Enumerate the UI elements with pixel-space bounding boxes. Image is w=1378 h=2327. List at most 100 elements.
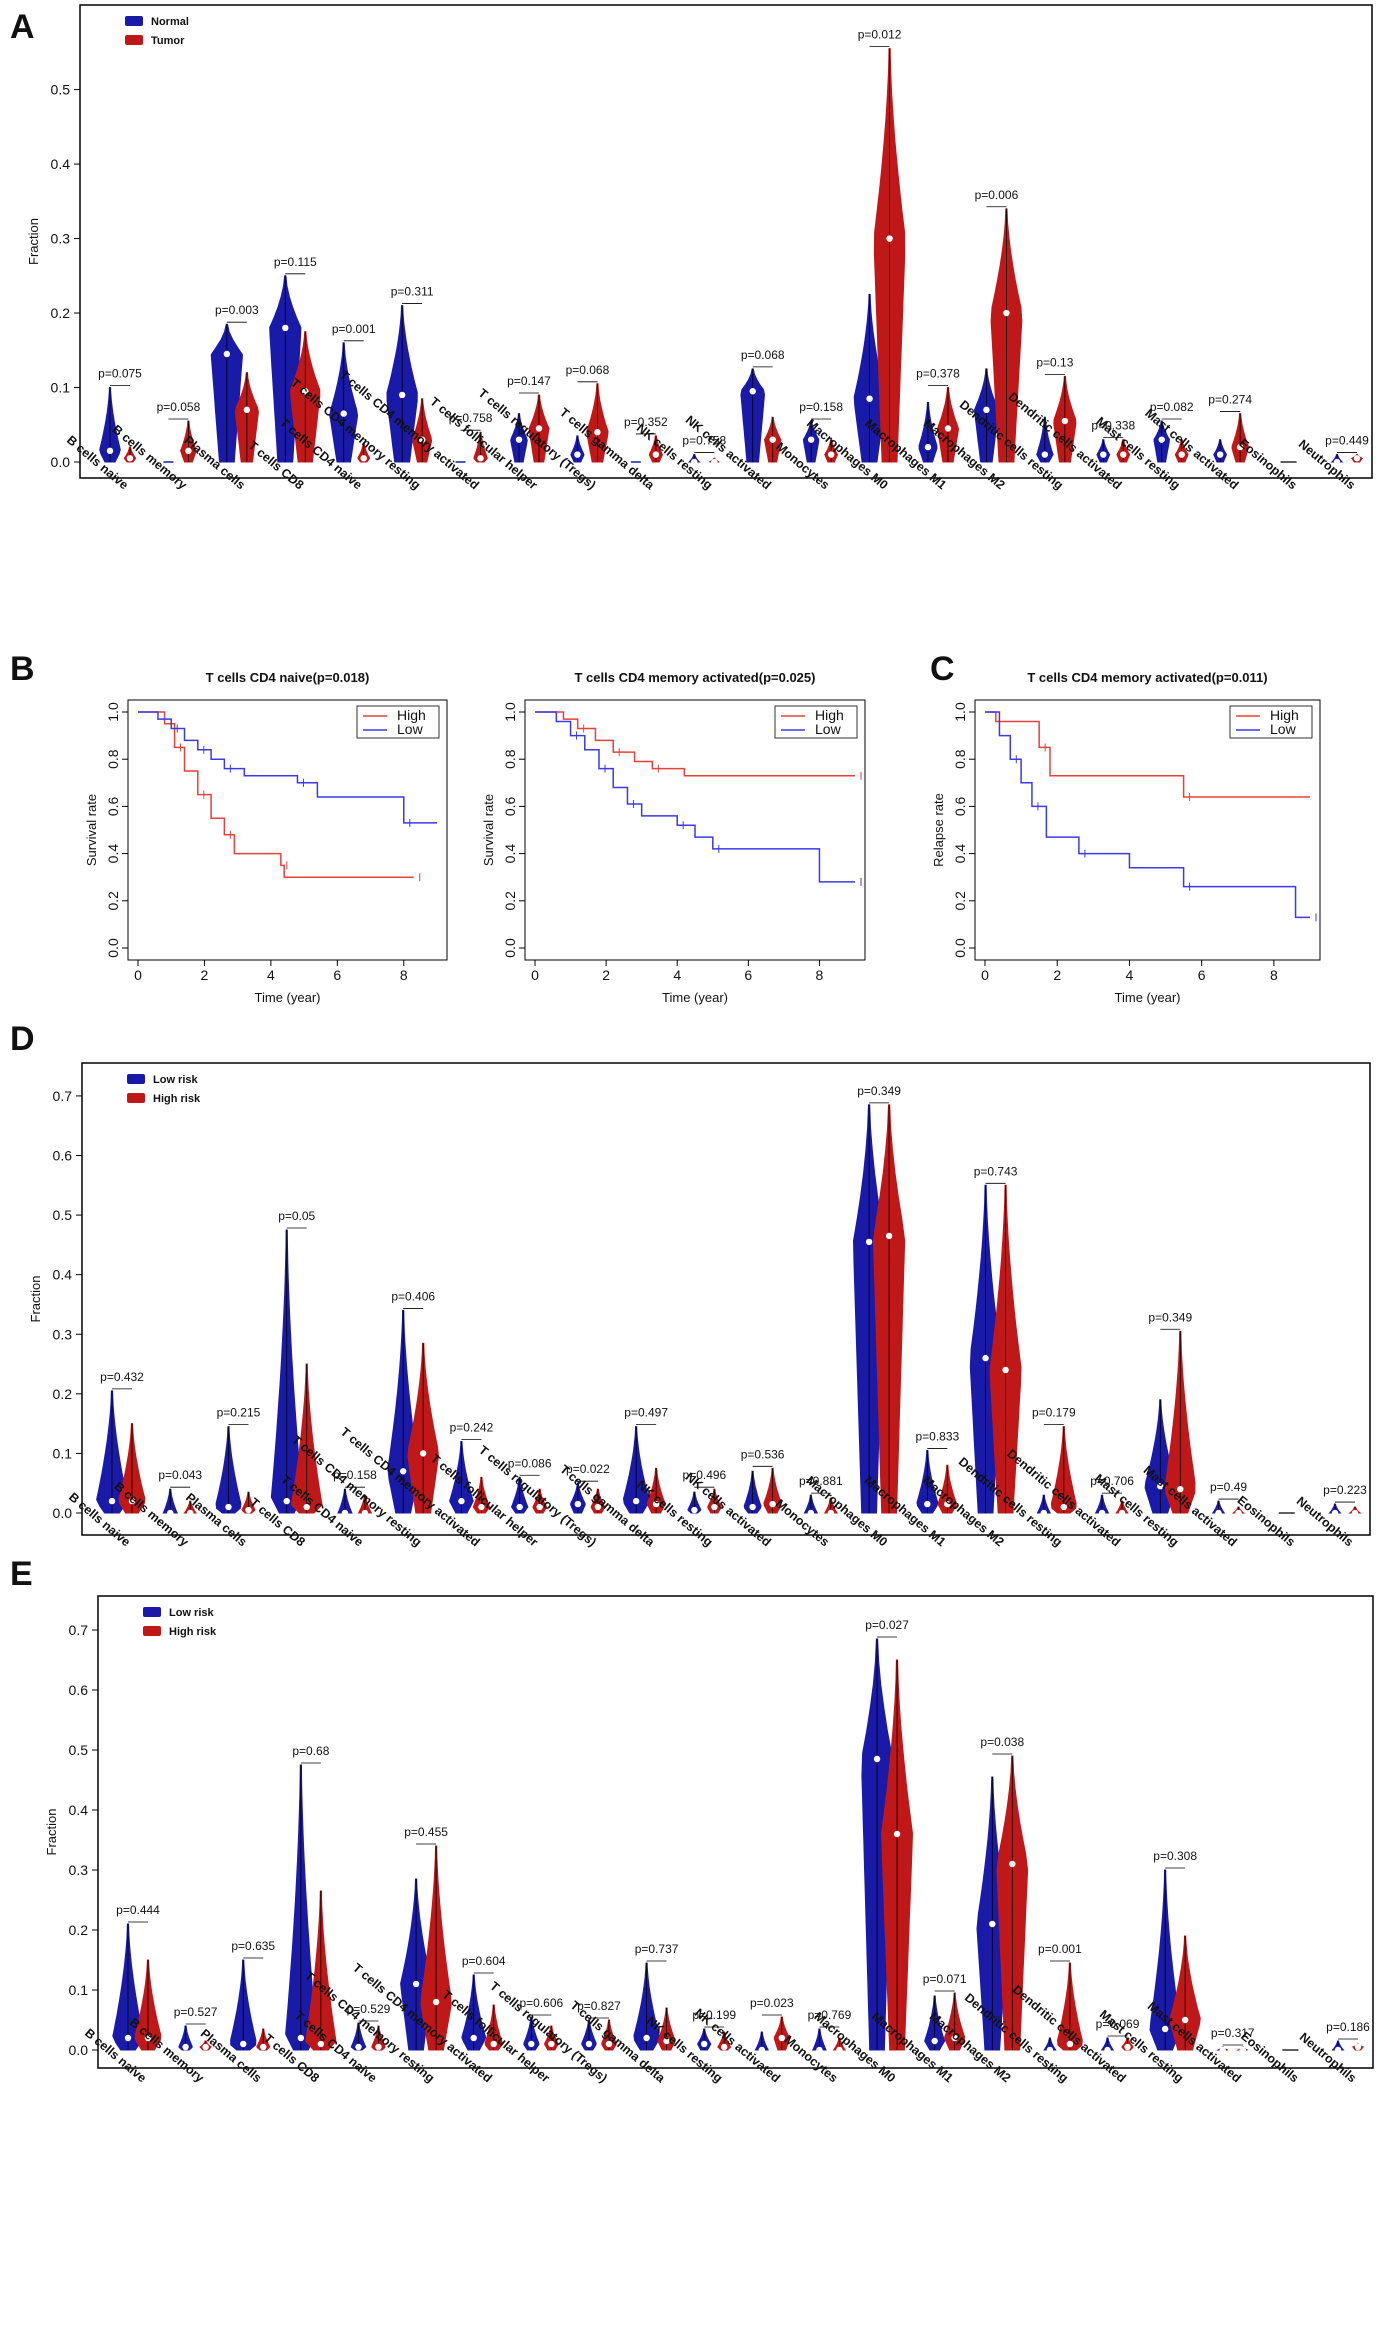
y-tick-label: 0.5: [69, 1742, 89, 1758]
km-panel-B1: T cells CD4 naive(p=0.018) 0.0 0.2 0.4 0.6 0.…: [84, 670, 448, 1005]
pvalue-label: p=0.352: [624, 415, 668, 429]
pvalue-label: p=0.635: [231, 1939, 275, 1953]
y-tick-label: 0.0: [952, 938, 968, 958]
violin-median-1: [124, 2034, 132, 2042]
violin-median-2: [361, 1509, 369, 1517]
violin-median-2: [1009, 1860, 1016, 1868]
y-tick-label: 0.0: [51, 454, 71, 470]
violin-median-1: [1040, 1509, 1048, 1517]
y-tick-label: 0.8: [952, 749, 968, 769]
km-curve-low: [138, 711, 437, 824]
y-axis-label: Relapse rate: [931, 793, 946, 867]
violin-median-2: [769, 1500, 776, 1508]
pvalue-label: p=0.706: [1090, 1474, 1134, 1488]
violin-median-1: [924, 1500, 931, 1508]
legend-label-1: Low risk: [153, 1074, 199, 1086]
violin-median-2: [1354, 2043, 1362, 2051]
violin-median-1: [983, 406, 990, 414]
violin-median-1: [982, 1354, 989, 1362]
violin-median-2: [126, 455, 134, 462]
plot-frame: [524, 699, 866, 961]
y-tick-label: 1.0: [502, 702, 518, 722]
violin-median-2: [1351, 1509, 1359, 1517]
pvalue-label: p=0.432: [100, 1370, 144, 1384]
violin-median-1: [182, 2043, 189, 2051]
violin-median-1: [873, 1755, 881, 1763]
legend-label-1: Normal: [151, 16, 189, 28]
violin-median-1: [515, 436, 523, 443]
pvalue-label: p=0.027: [865, 1618, 909, 1632]
pvalue-label: p=0.833: [915, 1429, 959, 1443]
legend-box: [356, 705, 440, 739]
y-tick-label: 0.0: [69, 2042, 89, 2058]
pvalue-label: p=0.529: [347, 2002, 391, 2016]
legend-label-low: Low: [397, 721, 424, 737]
pvalue-label: p=0.158: [333, 1468, 377, 1482]
violin-median-2: [128, 1497, 136, 1505]
violin-median-2: [594, 1503, 602, 1511]
x-tick-label: 0: [134, 967, 142, 983]
category-label: Eosinophils: [1235, 1493, 1298, 1549]
pvalue-label: p=0.199: [692, 2008, 736, 2022]
violin-median-2: [1061, 417, 1069, 425]
violin-median-1: [691, 458, 698, 466]
pvalue-label: p=0.05: [278, 1209, 315, 1223]
violin-median-1: [807, 1509, 815, 1517]
violin-median-1: [1158, 436, 1165, 443]
pvalue-label: p=0.497: [624, 1406, 668, 1420]
y-tick-label: 0.2: [69, 1922, 89, 1938]
legend-label-low: Low: [1270, 721, 1297, 737]
pvalue-label: p=0.604: [462, 1954, 506, 1968]
violin-median-1: [1041, 451, 1049, 458]
y-axis-label: Fraction: [44, 1809, 59, 1856]
pvalue-label: p=0.737: [635, 1942, 679, 1956]
km-panel-C: T cells CD4 memory activated(p=0.011) 0.0…: [931, 670, 1321, 1005]
violin-median-2: [360, 455, 367, 462]
pvalue-label: p=0.086: [508, 1456, 552, 1470]
x-tick-label: 6: [1198, 967, 1206, 983]
x-tick-label: 8: [400, 967, 408, 983]
pvalue-label: p=0.308: [1153, 1849, 1197, 1863]
violin-median-2: [652, 451, 660, 458]
violin-median-2: [1002, 1366, 1009, 1374]
y-tick-label: 0.2: [952, 891, 968, 911]
x-tick-label: 2: [201, 967, 209, 983]
km-curve-high: [985, 711, 1310, 798]
pvalue-label: p=0.274: [1208, 393, 1252, 407]
legend-swatch-2: [127, 1093, 145, 1103]
violin-median-1: [108, 1497, 116, 1505]
y-tick-label: 0.6: [502, 796, 518, 816]
violin-median-1: [167, 1509, 174, 1517]
violin-median-2: [187, 1509, 194, 1517]
pvalue-label: p=0.349: [857, 1084, 901, 1098]
violin-median-1: [340, 410, 347, 417]
violin-median-2: [1060, 1503, 1068, 1511]
pvalue-label: p=0.527: [174, 2005, 218, 2019]
pvalue-label: p=0.215: [217, 1406, 261, 1420]
violin-median-1: [1216, 451, 1224, 458]
pvalue-label: p=0.444: [116, 1903, 160, 1917]
km-curve-low: [535, 711, 855, 883]
violin-median-2: [836, 2046, 843, 2054]
violin-median-2: [951, 2034, 958, 2042]
violin-median-1: [282, 324, 289, 332]
violin-median-1: [1157, 1482, 1164, 1490]
pvalue-label: p=0.349: [1148, 1310, 1192, 1324]
category-label: Eosinophils: [1236, 436, 1299, 492]
panel-label-D: D: [10, 1020, 35, 1058]
legend-label-2: High risk: [169, 1626, 217, 1638]
x-axis-label: Time (year): [1115, 990, 1181, 1005]
y-tick-label: 0.4: [952, 844, 968, 864]
x-tick-label: 0: [981, 967, 989, 983]
y-tick-label: 0.0: [105, 938, 121, 958]
y-tick-label: 0.1: [51, 380, 71, 396]
violin-median-1: [398, 391, 406, 399]
pvalue-label: p=0.179: [1032, 1406, 1076, 1420]
pvalue-label: p=0.223: [1323, 1483, 1367, 1497]
pvalue-label: p=0.186: [1326, 2020, 1370, 2034]
violin-median-2: [1239, 2046, 1246, 2054]
pvalue-label: p=0.071: [923, 1972, 967, 1986]
pvalue-label: p=0.075: [98, 367, 142, 381]
legend-swatch-1: [125, 16, 143, 26]
